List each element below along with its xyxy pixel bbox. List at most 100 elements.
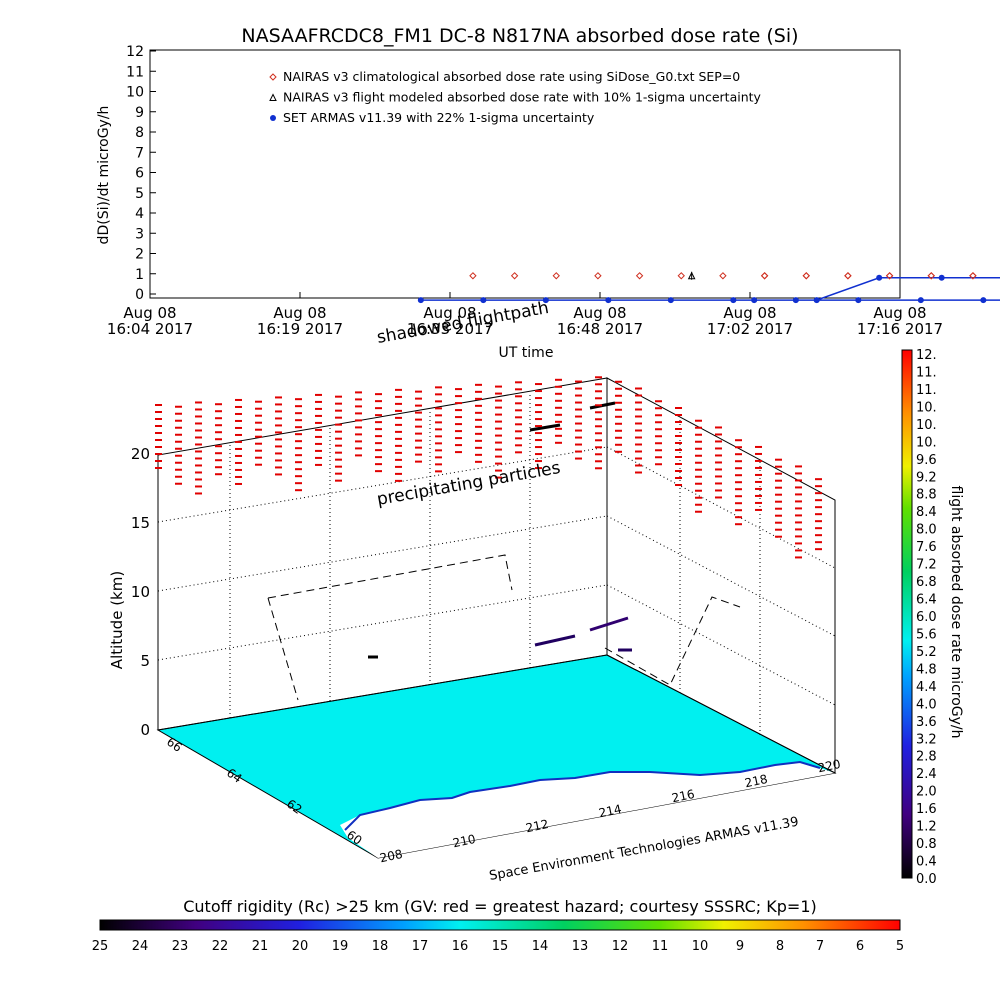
top-x-tick-label: 17:16 2017 (857, 320, 943, 338)
series-armas-point (855, 297, 862, 304)
cutoff-colorbar-tick-label: 20 (292, 939, 309, 954)
top-x-tick-label: 16:19 2017 (257, 320, 343, 338)
top-y-tick-label: 9 (135, 105, 144, 121)
cutoff-colorbar-tick-label: 24 (132, 939, 149, 954)
dose-colorbar-label: flight absorbed dose rate microGy/h (948, 486, 964, 739)
series-climatological-point (802, 272, 810, 280)
top-x-tick-label: 16:04 2017 (107, 320, 193, 338)
cutoff-colorbar-tick-label: 9 (736, 939, 744, 954)
series-climatological-point (927, 272, 935, 280)
cutoff-colorbar-tick-label: 17 (412, 939, 429, 954)
cutoff-colorbar-tick-label: 14 (532, 939, 549, 954)
series-climatological-point (510, 272, 519, 280)
series-armas-point (876, 274, 883, 281)
dose-colorbar-tick-label: 3.2 (916, 732, 937, 747)
top-y-tick-label: 11 (126, 64, 144, 80)
annotation-precipitating-particles: precipitating particles (375, 458, 562, 510)
series-armas-point (730, 297, 737, 304)
shadowed-flightpath (267, 554, 741, 701)
lon-tick-label: 218 (744, 772, 769, 790)
legend-marker (269, 93, 277, 101)
top-x-tick-label: 16:33 2017 (407, 320, 493, 338)
top-y-tick-label: 2 (135, 247, 144, 263)
dose-colorbar-tick-label: 1.2 (916, 820, 937, 835)
top-y-tick-label: 6 (135, 166, 144, 182)
cutoff-colorbar-tick-label: 21 (252, 939, 269, 954)
grid-lines (157, 392, 836, 735)
series-climatological-point (635, 272, 644, 280)
dose-colorbar-tick-label: 6.8 (916, 575, 937, 590)
z-axis-label: Altitude (km) (108, 571, 126, 669)
dose-colorbar-tick-label: 7.6 (916, 540, 937, 555)
top-x-tick-label: Aug 08 (723, 304, 776, 322)
cutoff-colorbar-ticks: 25 24 23 22 21 20 19 18 17 16 15 14 13 12 11 10 9 8 7 6 5 (92, 939, 904, 954)
z-tick-label: 20 (131, 445, 150, 463)
z-tick-label: 5 (140, 652, 150, 670)
series-armas-point (417, 297, 424, 304)
chart-title: NASAAFRCDC8_FM1 DC-8 N817NA absorbed dos… (241, 25, 798, 47)
dose-colorbar-tick-label: 0.4 (916, 855, 937, 870)
top-y-tick-label: 12 (126, 44, 144, 60)
legend-marker (270, 115, 276, 121)
cutoff-colorbar: Cutoff rigidity (Rc) >25 km (GV: red = g… (92, 897, 904, 954)
cutoff-colorbar-tick-label: 11 (652, 939, 669, 954)
cutoff-colorbar-tick-label: 25 (92, 939, 109, 954)
dose-colorbar-tick-label: 10. (916, 418, 937, 433)
series-climatological-point (802, 272, 810, 280)
lon-tick-label: 214 (598, 802, 623, 820)
series-climatological-point (844, 272, 852, 280)
dose-colorbar: 12. 11. 11. 10. 10. 10. 9.6 9.2 8.8 8.4 8.0 7.6 7.2 6… (901, 348, 964, 887)
top-x-tick-label: Aug 08 (873, 304, 926, 322)
lon-tick-label: 216 (671, 787, 696, 805)
dose-colorbar-tick-label: 2.8 (916, 750, 937, 765)
cutoff-colorbar-tick-label: 18 (372, 939, 389, 954)
dose-colorbar-tick-label: 8.8 (916, 488, 937, 503)
cutoff-colorbar-tick-label: 12 (612, 939, 629, 954)
flight-track (368, 401, 632, 659)
dose-colorbar-tick-label: 3.6 (916, 715, 937, 730)
z-tick-label: 0 (140, 721, 150, 739)
series-climatological-point (719, 272, 727, 280)
dose-colorbar-tick-label: 4.8 (916, 662, 937, 677)
dose-colorbar-tick-label: 9.6 (916, 453, 937, 468)
cutoff-colorbar-tick-label: 19 (332, 939, 349, 954)
cutoff-colorbar-tick-label: 7 (816, 939, 824, 954)
lon-tick-label: 212 (525, 817, 550, 835)
dose-colorbar-tick-label: 0.0 (916, 872, 937, 887)
legend-entry: SET ARMAS v11.39 with 22% 1-sigma uncert… (283, 110, 595, 125)
cutoff-colorbar-tick-label: 8 (776, 939, 784, 954)
z-axis-ticks: 0 5 10 15 20 (131, 445, 150, 739)
top-x-tick-label: 16:48 2017 (557, 320, 643, 338)
cutoff-colorbar-label: Cutoff rigidity (Rc) >25 km (GV: red = g… (183, 897, 817, 916)
legend-marker (269, 73, 277, 81)
cutoff-colorbar-tick-label: 5 (896, 939, 904, 954)
series-climatological-point (885, 272, 894, 280)
cutoff-colorbar-tick-label: 13 (572, 939, 589, 954)
top-y-tick-label: 10 (126, 85, 144, 101)
top-plot-frame (149, 49, 901, 299)
top-legend: NAIRAS v3 climatological absorbed dose r… (269, 69, 762, 125)
dose-colorbar-tick-label: 6.0 (916, 610, 937, 625)
series-armas-point (792, 297, 799, 304)
lon-axis-ticks: 208 210 212 214 216 218 220 (379, 757, 842, 865)
top-y-axis-label: dD(Si)/dt microGy/h (96, 106, 112, 245)
dose-colorbar-tick-label: 10. (916, 435, 937, 450)
top-x-axis-label: UT time (499, 345, 554, 361)
dose-colorbar-tick-label: 4.0 (916, 697, 937, 712)
track-3d: shadowed flightpath precipitating partic… (108, 298, 842, 884)
dose-colorbar-tick-label: 6.4 (916, 593, 937, 608)
top-x-tick-label: Aug 08 (123, 304, 176, 322)
series-climatological-point (969, 272, 977, 280)
top-x-tick-label: Aug 08 (423, 304, 476, 322)
dose-colorbar-tick-label: 5.6 (916, 627, 937, 642)
lon-tick-label: 210 (452, 832, 477, 850)
top-x-tick-label: 17:02 2017 (707, 320, 793, 338)
dose-colorbar-tick-label: 2.0 (916, 785, 937, 800)
dose-colorbar-tick-label: 1.6 (916, 802, 937, 817)
precipitating-particles (155, 376, 822, 559)
series-climatological-point (844, 272, 852, 280)
dose-colorbar-tick-label: 12. (916, 348, 937, 363)
